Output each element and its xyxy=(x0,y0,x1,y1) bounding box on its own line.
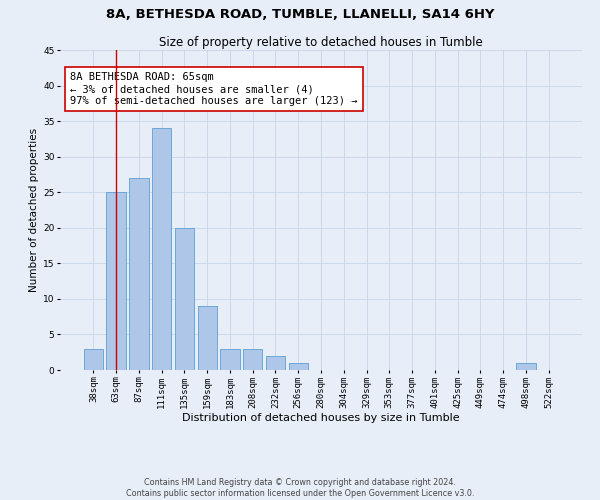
Bar xyxy=(106,192,126,370)
Text: Contains HM Land Registry data © Crown copyright and database right 2024.
Contai: Contains HM Land Registry data © Crown c… xyxy=(126,478,474,498)
Title: Size of property relative to detached houses in Tumble: Size of property relative to detached ho… xyxy=(159,36,483,49)
Bar xyxy=(84,348,103,370)
Bar xyxy=(152,128,172,370)
Text: 8A, BETHESDA ROAD, TUMBLE, LLANELLI, SA14 6HY: 8A, BETHESDA ROAD, TUMBLE, LLANELLI, SA1… xyxy=(106,8,494,20)
X-axis label: Distribution of detached houses by size in Tumble: Distribution of detached houses by size … xyxy=(182,414,460,424)
Y-axis label: Number of detached properties: Number of detached properties xyxy=(29,128,39,292)
Bar xyxy=(220,348,239,370)
Bar xyxy=(516,363,536,370)
Bar xyxy=(129,178,149,370)
Bar xyxy=(266,356,285,370)
Bar xyxy=(289,363,308,370)
Bar xyxy=(243,348,262,370)
Bar xyxy=(175,228,194,370)
Text: 8A BETHESDA ROAD: 65sqm
← 3% of detached houses are smaller (4)
97% of semi-deta: 8A BETHESDA ROAD: 65sqm ← 3% of detached… xyxy=(70,72,358,106)
Bar xyxy=(197,306,217,370)
